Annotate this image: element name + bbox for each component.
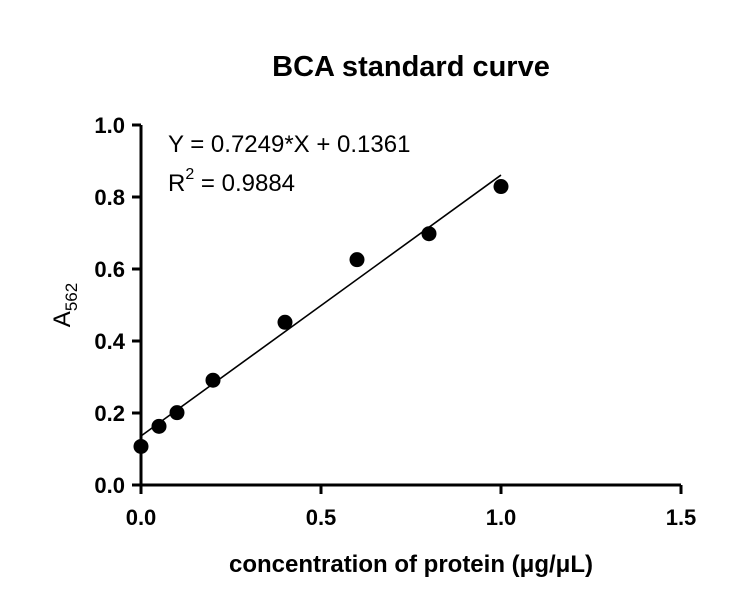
x-axis-label: concentration of protein (μg/μL) — [229, 551, 593, 578]
fit-equation: Y = 0.7249*X + 0.1361 — [168, 131, 410, 158]
y-tick-label: 0.0 — [94, 473, 125, 498]
r-squared-sup: 2 — [185, 166, 194, 183]
r-squared-value: = 0.9884 — [194, 170, 295, 197]
fit-line — [140, 174, 502, 437]
data-point — [169, 405, 185, 421]
y-axis-label: A562 — [49, 283, 81, 327]
data-point — [493, 179, 509, 195]
x-tick-label: 1.5 — [666, 505, 697, 530]
fit-line-group — [140, 174, 502, 437]
r-squared-prefix: R — [168, 170, 185, 197]
y-tick-label: 1.0 — [94, 113, 125, 138]
x-ticks: 0.0 0.5 1.0 1.5 — [126, 485, 697, 530]
axes — [139, 125, 681, 487]
y-axis-label-main: A — [49, 311, 76, 327]
data-point — [349, 252, 365, 268]
data-point — [133, 438, 149, 454]
data-point — [151, 418, 167, 434]
y-tick-label: 0.6 — [94, 257, 125, 282]
r-squared: R2 = 0.9884 — [168, 166, 295, 197]
x-tick-label: 1.0 — [486, 505, 517, 530]
chart-title: BCA standard curve — [272, 51, 550, 83]
x-tick-label: 0.0 — [126, 505, 157, 530]
y-axis-label-sub: 562 — [62, 283, 81, 311]
data-point — [205, 372, 221, 388]
data-point — [421, 226, 437, 242]
y-tick-label: 0.8 — [94, 185, 125, 210]
y-ticks: 0.0 0.2 0.4 0.6 0.8 1.0 — [94, 113, 141, 498]
data-points — [133, 179, 509, 454]
data-point — [277, 314, 293, 330]
y-tick-label: 0.4 — [94, 329, 125, 354]
x-tick-label: 0.5 — [306, 505, 337, 530]
y-tick-label: 0.2 — [94, 401, 125, 426]
